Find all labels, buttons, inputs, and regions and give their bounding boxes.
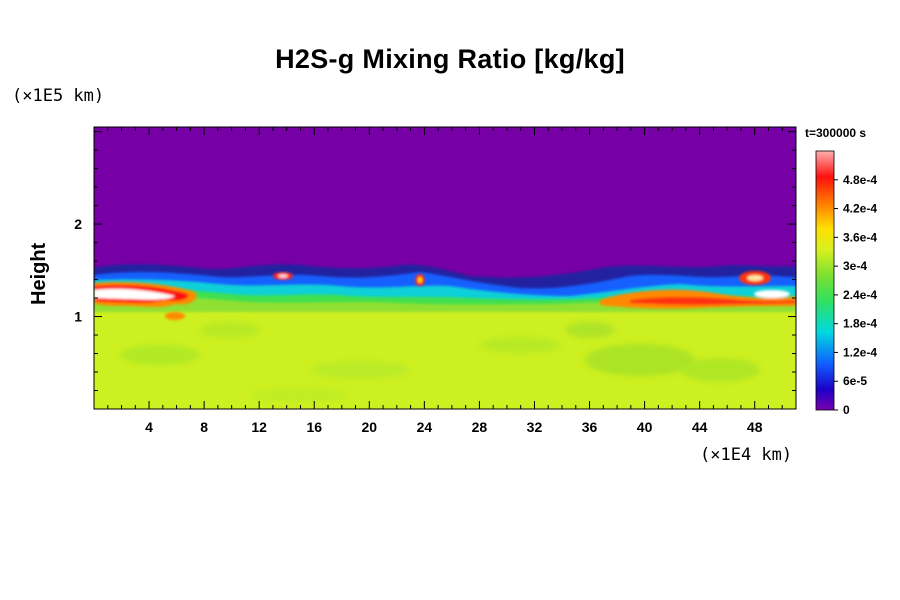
- colorbar-tick-label: 0: [843, 403, 850, 417]
- y-axis: 12: [74, 131, 796, 392]
- x-tick-label: 28: [472, 419, 488, 435]
- colorbar-gradient: [815, 150, 835, 411]
- front-lime: [94, 292, 796, 312]
- x-tick-label: 24: [417, 419, 433, 435]
- colorbar-tick-label: 4.8e-4: [843, 173, 877, 187]
- colorbar-tick-label: 3e-4: [843, 259, 867, 273]
- y-tick-label: 2: [74, 216, 82, 232]
- x-tick-label: 16: [306, 419, 322, 435]
- colorbar-tick-label: 6e-5: [843, 374, 867, 388]
- x-tick-label: 8: [200, 419, 208, 435]
- colorbar-tick-label: 2.4e-4: [843, 288, 877, 302]
- x-axis: 4 8 12 16 20 24 28 32 36 40 44 48: [107, 127, 783, 435]
- x-tick-label: 40: [637, 419, 653, 435]
- x-tick-label: 48: [747, 419, 763, 435]
- x-tick-label: 20: [362, 419, 378, 435]
- x-unit-label: (×1E4 km): [700, 445, 793, 465]
- x-tick-label: 12: [251, 419, 267, 435]
- colorbar: 0 6e-5 1.2e-4 1.8e-4 2.4e-4 3e-4 3.6e-4 4.2e-4 4…: [815, 150, 877, 417]
- colorbar-ticks: 0 6e-5 1.2e-4 1.8e-4 2.4e-4 3e-4 3.6e-4 4.2e-4 4…: [834, 173, 877, 417]
- feature-mid: [415, 274, 425, 286]
- feature-right-top: [739, 271, 771, 285]
- x-tick-label: 4: [145, 419, 153, 435]
- colorbar-tick-label: 3.6e-4: [843, 230, 877, 244]
- y-unit-label: (×1E5 km): [12, 86, 105, 106]
- colorbar-tick-label: 1.2e-4: [843, 345, 877, 359]
- x-tick-label: 44: [692, 419, 708, 435]
- feature-right-plume: [600, 289, 796, 309]
- x-tick-label: 32: [527, 419, 543, 435]
- heatmap-field: [94, 127, 796, 409]
- y-tick-label: 1: [74, 309, 82, 325]
- chart-title: H2S-g Mixing Ratio [kg/kg]: [275, 44, 625, 74]
- x-tick-label: 36: [582, 419, 598, 435]
- feature-mid-left: [273, 272, 293, 280]
- colorbar-tick-label: 4.2e-4: [843, 202, 877, 216]
- feature-left-plume: [94, 282, 197, 320]
- plot-frame: [93, 126, 797, 410]
- time-label: t=300000 s: [805, 126, 867, 140]
- colorbar-tick-label: 1.8e-4: [843, 317, 877, 331]
- lower-texture: [120, 322, 760, 401]
- region-lower: [94, 296, 796, 409]
